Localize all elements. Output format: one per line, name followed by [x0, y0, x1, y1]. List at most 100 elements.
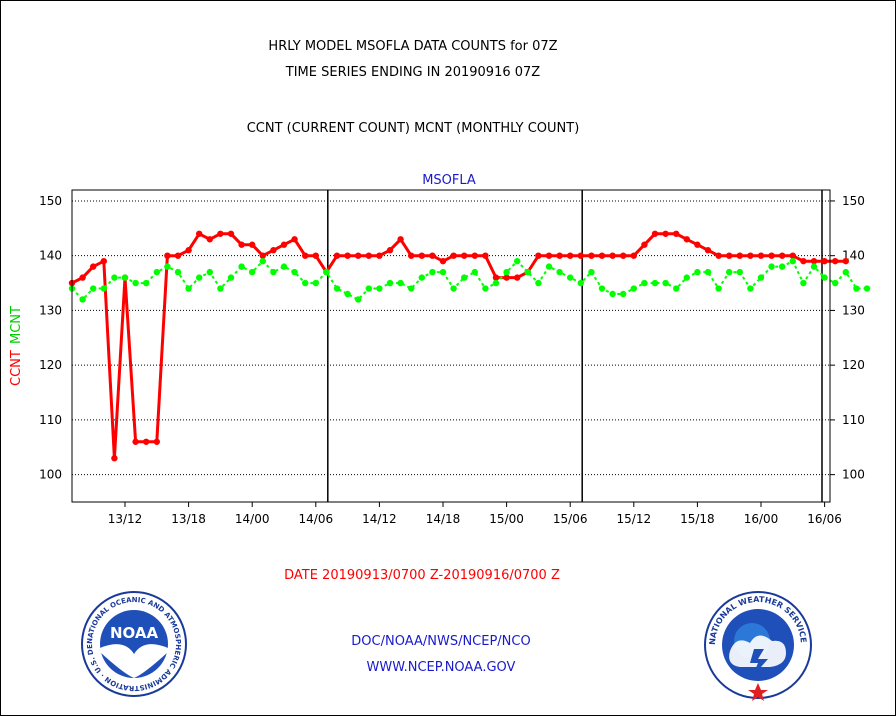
data-point: [524, 268, 531, 276]
data-point: [768, 263, 775, 270]
data-point: [620, 252, 627, 259]
data-point: [79, 274, 86, 281]
data-point: [217, 285, 224, 292]
data-point: [853, 285, 860, 292]
data-point: [429, 252, 436, 259]
data-point: [450, 252, 457, 259]
data-point: [482, 252, 489, 259]
data-point: [355, 252, 362, 259]
noaa-logo-text: NOAA: [110, 624, 159, 642]
data-point: [683, 236, 690, 243]
x-axis-date-range: DATE 20190913/0700 Z-20190916/0700 Z: [284, 568, 560, 583]
data-point: [376, 252, 383, 259]
data-point: [736, 252, 743, 259]
data-point: [461, 252, 468, 259]
x-tick-label: 15/06: [553, 512, 588, 526]
data-point: [238, 241, 245, 248]
series-layer: [68, 230, 871, 462]
series-mcnt: [68, 257, 871, 303]
data-point: [514, 257, 521, 265]
data-point: [217, 230, 224, 237]
y-tick-label-right: 120: [842, 358, 865, 372]
data-point: [397, 236, 404, 243]
data-point: [673, 230, 680, 237]
data-point: [863, 285, 871, 292]
x-tick-label: 16/00: [744, 512, 779, 526]
data-point: [810, 263, 818, 270]
data-point: [482, 285, 489, 292]
y-tick-label-right: 110: [842, 413, 865, 427]
data-point: [789, 257, 796, 265]
data-point: [302, 252, 309, 259]
panel-title: MSOFLA: [422, 173, 476, 188]
data-point: [143, 438, 150, 445]
data-point: [609, 252, 616, 259]
data-point: [429, 268, 436, 276]
data-point: [503, 274, 510, 281]
data-point: [121, 274, 129, 281]
data-point: [704, 247, 712, 254]
data-point: [821, 257, 828, 265]
data-point: [196, 274, 203, 281]
y-tick-label-left: 140: [39, 249, 62, 263]
data-point: [418, 274, 425, 281]
series-ccnt: [68, 230, 849, 462]
chart-subtitle: CCNT (CURRENT COUNT) MCNT (MONTHLY COUNT…: [247, 121, 580, 136]
data-point: [630, 252, 637, 259]
data-point: [376, 285, 383, 292]
data-point: [662, 279, 669, 287]
data-point: [386, 247, 394, 254]
series-line: [71, 231, 846, 459]
data-point: [111, 274, 118, 281]
data-point: [397, 279, 404, 287]
data-point: [100, 285, 108, 292]
data-point: [598, 252, 606, 259]
data-point: [545, 252, 553, 259]
data-point: [598, 285, 606, 292]
data-point: [439, 257, 447, 265]
y-ticks-left: 100 110 120 130 140 150: [39, 194, 62, 482]
data-point: [450, 285, 457, 292]
data-point: [747, 252, 754, 259]
y-tick-label-left: 150: [39, 194, 62, 208]
data-point: [567, 274, 574, 281]
data-point: [545, 263, 553, 270]
data-point: [694, 268, 701, 276]
data-point: [259, 257, 266, 265]
data-point: [270, 247, 277, 254]
data-point: [280, 263, 288, 270]
data-point: [832, 279, 839, 287]
data-point: [185, 247, 192, 254]
data-point: [726, 268, 733, 276]
data-point: [174, 268, 182, 276]
data-point: [153, 438, 160, 445]
data-point: [439, 268, 447, 276]
data-point: [164, 252, 171, 259]
data-point: [312, 252, 319, 259]
x-tick-label: 14/06: [299, 512, 334, 526]
y-tick-label-left: 120: [39, 358, 62, 372]
data-point: [503, 268, 510, 276]
data-point: [810, 257, 818, 265]
data-point: [694, 241, 701, 248]
data-point: [630, 285, 637, 292]
data-point: [641, 241, 648, 248]
data-point: [832, 257, 839, 265]
data-point: [779, 263, 786, 270]
data-point: [556, 268, 563, 276]
data-point: [779, 252, 786, 259]
data-point: [567, 252, 574, 259]
y-axis-label-ccnt: CCNT: [9, 350, 24, 386]
data-point: [673, 285, 680, 292]
data-point: [408, 285, 415, 292]
x-tick-label: 13/18: [171, 512, 206, 526]
x-tick-label: 15/00: [489, 512, 524, 526]
x-tick-label: 14/18: [426, 512, 461, 526]
data-point: [471, 268, 478, 276]
x-ticks: 13/12 13/18 14/00 14/06 14/12 14/18 15/00 15/06…: [108, 502, 842, 526]
data-point: [683, 274, 690, 281]
data-point: [270, 268, 277, 276]
data-point: [386, 279, 394, 287]
data-point: [111, 455, 118, 462]
